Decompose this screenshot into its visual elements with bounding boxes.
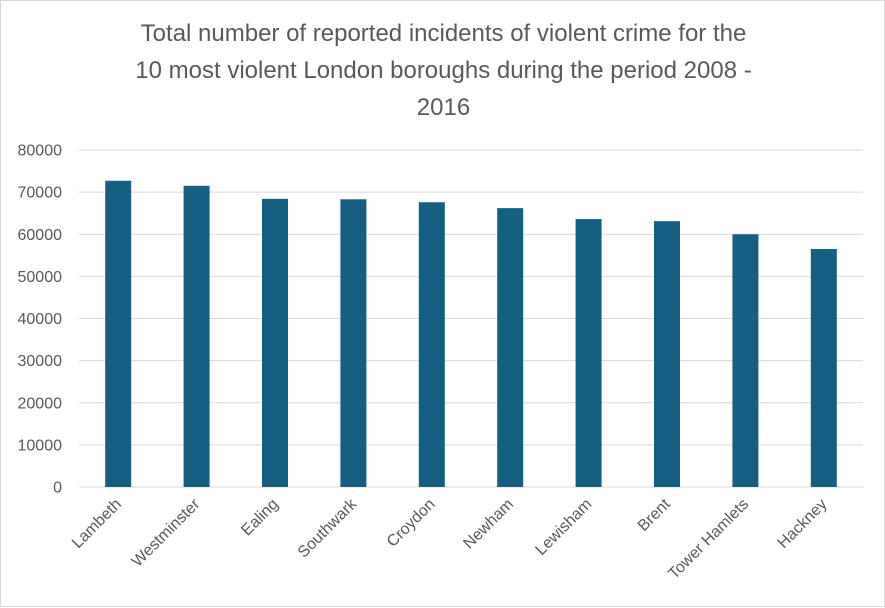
chart-title-line-2: 10 most violent London boroughs during t… — [135, 57, 752, 84]
x-tick-label: Lambeth — [69, 496, 125, 552]
y-tick-label: 60000 — [18, 227, 63, 244]
y-tick-label: 80000 — [18, 143, 63, 160]
x-tick-label: Newham — [460, 496, 517, 553]
bar-lewisham — [575, 219, 602, 487]
x-tick-label: Hackney — [775, 496, 831, 552]
x-tick-label: Westminster — [129, 495, 204, 570]
y-tick-label: 30000 — [18, 353, 63, 370]
chart-title-line-1: Total number of reported incidents of vi… — [140, 20, 747, 47]
bar-newham — [497, 208, 524, 487]
bar-tower-hamlets — [732, 234, 759, 487]
bar-croydon — [418, 202, 445, 488]
y-tick-label: 70000 — [18, 185, 63, 202]
bar-hackney — [810, 248, 837, 487]
bar-lambeth — [105, 180, 132, 487]
bar-brent — [654, 221, 680, 487]
x-tick-label: Ealing — [238, 496, 281, 539]
y-tick-label: 10000 — [18, 437, 63, 454]
y-tick-label: 40000 — [18, 311, 63, 328]
y-tick-label: 0 — [53, 480, 62, 497]
x-tick-label: Southwark — [295, 495, 361, 561]
y-tick-label: 20000 — [18, 395, 63, 412]
x-tick-label: Brent — [635, 495, 674, 534]
chart-title-line-3: 2016 — [416, 94, 471, 121]
chart-title: Total number of reported incidents of vi… — [61, 15, 826, 126]
y-tick-label: 50000 — [18, 269, 63, 286]
x-tick-label: Croydon — [384, 496, 439, 551]
bar-westminster — [183, 185, 210, 487]
bar-ealing — [262, 198, 288, 488]
x-tick-label: Tower Hamlets — [665, 496, 752, 583]
bar-southwark — [340, 199, 367, 487]
x-tick-label: Lewisham — [532, 496, 595, 559]
